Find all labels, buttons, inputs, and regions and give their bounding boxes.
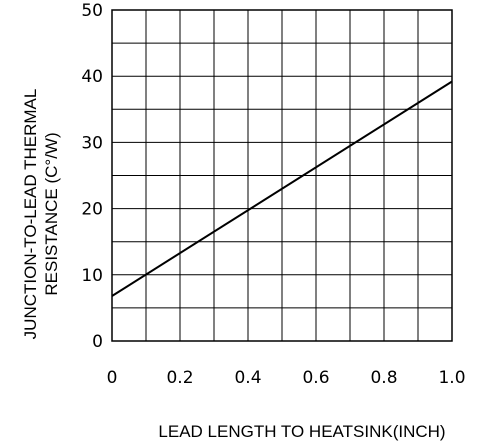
x-tick-label: 0 <box>107 368 118 388</box>
x-axis-label: LEAD LENGTH TO HEATSINK(INCH) <box>158 422 445 441</box>
y-tick-labels: 0 10 20 30 40 50 <box>81 1 103 352</box>
x-tick-labels: 0 0.2 0.4 0.6 0.8 1.0 <box>107 368 466 388</box>
x-tick-label: 0.6 <box>302 368 329 388</box>
y-tick-label: 40 <box>81 67 103 87</box>
y-tick-label: 10 <box>81 266 103 286</box>
x-tick-label: 0.2 <box>166 368 193 388</box>
y-axis-label: JUNCTION-TO-LEAD THERMAL RESISTANCE (C°/… <box>21 89 61 340</box>
x-tick-label: 0.8 <box>370 368 397 388</box>
series-line <box>111 80 453 297</box>
y-tick-label: 20 <box>81 200 103 220</box>
grid <box>111 9 453 342</box>
y-tick-label: 50 <box>81 1 103 21</box>
x-tick-label: 1.0 <box>438 368 465 388</box>
series-group <box>111 80 453 297</box>
y-tick-label: 0 <box>92 332 103 352</box>
x-tick-label: 0.4 <box>234 368 261 388</box>
plot-frame <box>111 9 453 342</box>
y-axis-label-line-2: RESISTANCE (C°/W) <box>42 132 61 295</box>
y-axis-label-line-1: JUNCTION-TO-LEAD THERMAL <box>21 89 40 340</box>
y-tick-label: 30 <box>81 133 103 153</box>
